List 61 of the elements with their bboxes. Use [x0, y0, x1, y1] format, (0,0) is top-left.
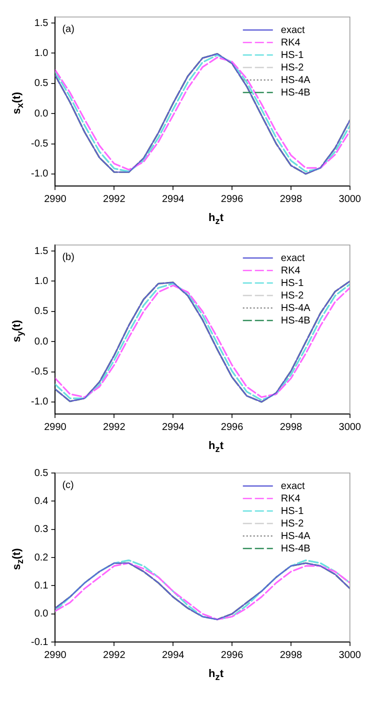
y-tick-label: 0.2	[34, 552, 49, 564]
x-tick-label: 2998	[280, 650, 303, 661]
legend-label: exact	[280, 24, 305, 36]
legend-label: HS-2	[280, 290, 304, 302]
x-tick-label: 2992	[103, 422, 126, 433]
x-tick-label: 2992	[103, 194, 126, 205]
legend-label: RK4	[280, 265, 301, 276]
x-axis-title: h$_{z}$t	[208, 212, 224, 226]
x-axis-title: h$_{z}$t	[208, 668, 224, 682]
legend-label: HS-4A	[280, 302, 311, 314]
x-tick-label: 2994	[162, 422, 185, 433]
y-tick-label: 0.0	[34, 108, 49, 120]
legend-label: HS-4B	[280, 543, 311, 554]
x-tick-label: 2990	[44, 650, 67, 661]
y-tick-label: 1.0	[34, 48, 49, 59]
x-tick-label: 3000	[338, 422, 362, 433]
y-tick-label: 1.5	[34, 18, 49, 29]
legend-label: HS-1	[280, 50, 304, 61]
x-tick-label: 2994	[162, 194, 185, 205]
x-tick-label: 2998	[280, 194, 303, 205]
y-tick-label: 0.4	[34, 496, 49, 507]
y-tick-label: -0.5	[30, 138, 49, 150]
legend-label: HS-2	[280, 62, 304, 74]
legend-label: exact	[280, 480, 305, 492]
y-tick-label: 0.0	[34, 336, 49, 348]
y-tick-label: 0.5	[34, 306, 49, 318]
y-tick-label: -1.0	[30, 168, 49, 180]
legend-label: RK4	[280, 37, 301, 48]
legend-label: RK4	[280, 493, 301, 504]
y-tick-label: 0.0	[34, 608, 49, 620]
y-tick-label: 1.0	[34, 276, 49, 287]
y-tick-label: 0.5	[34, 468, 49, 479]
annotation: (c)	[62, 480, 74, 491]
x-tick-label: 2992	[103, 650, 126, 661]
y-tick-label: -0.1	[30, 636, 49, 648]
legend-label: HS-1	[280, 278, 304, 289]
x-tick-label: 2996	[220, 194, 244, 205]
y-tick-label: 0.5	[34, 78, 49, 90]
y-tick-label: 1.5	[34, 246, 49, 257]
legend-label: exact	[280, 252, 305, 264]
y-tick-label: -1.0	[30, 396, 49, 408]
legend-label: HS-1	[280, 506, 304, 517]
x-tick-label: 2990	[44, 194, 67, 205]
x-tick-label: 2998	[280, 422, 303, 433]
x-tick-label: 2996	[220, 422, 244, 433]
y-tick-label: -0.5	[30, 366, 49, 378]
annotation: (b)	[62, 252, 74, 263]
x-tick-label: 2994	[162, 650, 185, 661]
legend-label: HS-4A	[280, 74, 311, 86]
annotation: (a)	[62, 24, 74, 35]
x-tick-label: 2990	[44, 422, 67, 433]
x-axis-title: h$_{z}$t	[208, 440, 224, 454]
x-tick-label: 3000	[338, 194, 362, 205]
y-tick-label: 0.3	[34, 524, 49, 536]
legend-label: HS-4A	[280, 530, 311, 542]
legend-label: HS-4B	[280, 87, 311, 98]
y-tick-label: 0.1	[34, 580, 49, 592]
legend-label: HS-2	[280, 518, 304, 530]
legend-label: HS-4B	[280, 315, 311, 326]
x-tick-label: 2996	[220, 650, 244, 661]
x-tick-label: 3000	[338, 650, 362, 661]
